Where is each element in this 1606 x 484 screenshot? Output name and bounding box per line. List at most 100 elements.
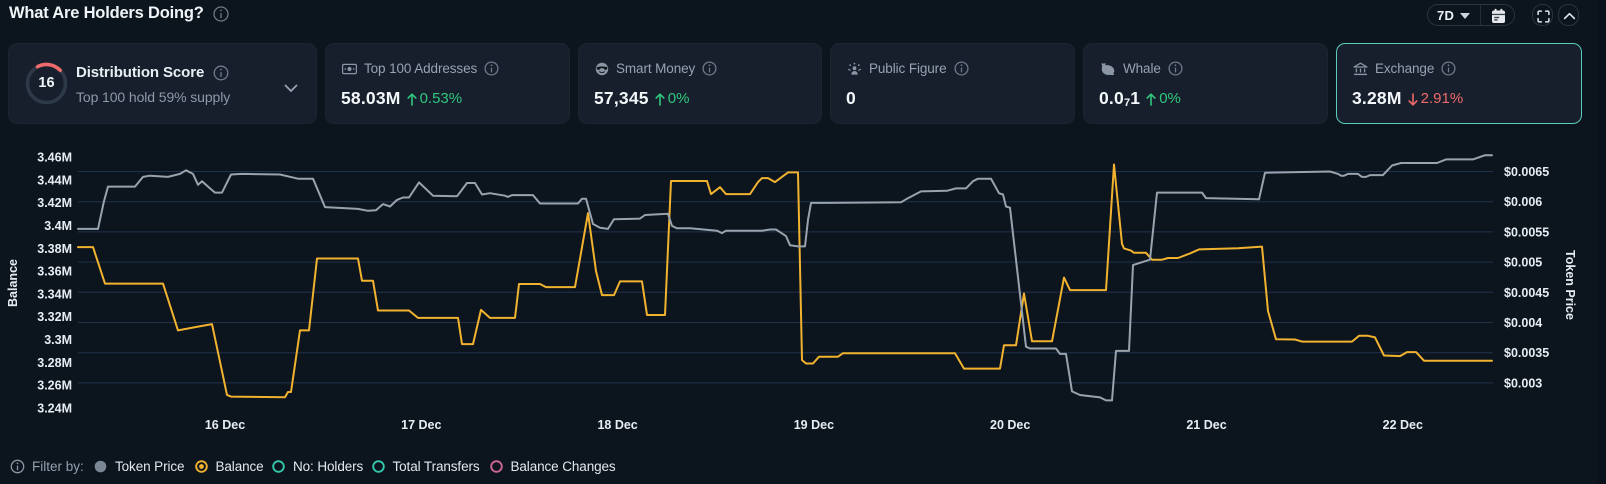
x-axis-tick-label: 16 Dec xyxy=(205,418,245,432)
arrow-up-icon xyxy=(655,92,665,106)
legend-marker xyxy=(94,460,107,473)
x-axis-tick-label: 18 Dec xyxy=(597,418,637,432)
banknote-icon xyxy=(342,63,357,75)
stat-change: 0% xyxy=(1146,90,1181,107)
bank-icon xyxy=(1353,62,1368,76)
series-balance xyxy=(77,163,1493,399)
right-axis-tick-label: $0.0065 xyxy=(1504,165,1549,179)
stat-change: 0% xyxy=(655,90,689,107)
x-axis-tick-label: 17 Dec xyxy=(401,418,441,432)
title-info-icon[interactable] xyxy=(212,5,229,22)
left-axis-tick-label: 3.3M xyxy=(44,333,72,347)
info-icon[interactable] xyxy=(1441,61,1456,76)
left-axis-tick-label: 3.42M xyxy=(37,196,72,210)
range-control: 7D xyxy=(1427,4,1515,26)
distribution-score-title: Distribution Score xyxy=(76,64,205,81)
public-figure-icon xyxy=(847,62,862,76)
legend-label: Balance xyxy=(215,458,264,474)
panel-edge xyxy=(1598,0,1606,484)
left-axis-tick-label: 3.4M xyxy=(44,219,72,233)
distribution-score-value: 16 xyxy=(38,75,55,91)
x-axis-tick-label: 20 Dec xyxy=(990,418,1030,432)
legend-marker xyxy=(194,459,208,473)
right-axis-title: Token Price xyxy=(1563,250,1577,320)
card-whale[interactable]: Whale 0.071 0% xyxy=(1083,43,1328,124)
left-axis-tick-label: 3.24M xyxy=(37,402,72,416)
left-axis-tick-label: 3.28M xyxy=(37,356,72,370)
legend-label: Token Price xyxy=(115,458,185,474)
legend-item-no-holders[interactable]: No: Holders xyxy=(272,455,363,477)
card-distribution-score[interactable]: 16 Distribution Score Top 100 hold 59% s… xyxy=(8,43,317,124)
legend-item-balance-changes[interactable]: Balance Changes xyxy=(489,455,616,477)
left-axis-tick-label: 3.32M xyxy=(37,310,72,324)
legend-marker xyxy=(489,459,503,473)
info-icon[interactable] xyxy=(484,61,499,76)
stat-change: 2.91% xyxy=(1408,90,1463,107)
legend-item-balance[interactable]: Balance xyxy=(194,455,264,477)
info-icon[interactable] xyxy=(953,61,969,76)
fullscreen-button[interactable] xyxy=(1532,4,1553,26)
right-axis-tick-label: $0.0045 xyxy=(1504,286,1549,300)
arrow-down-icon xyxy=(1408,92,1418,106)
page-title: What Are Holders Doing? xyxy=(9,4,204,22)
legend-marker xyxy=(371,459,385,473)
stat-label: Public Figure xyxy=(869,61,947,76)
left-axis-tick-label: 3.38M xyxy=(37,242,72,256)
legend-label: Balance Changes xyxy=(510,458,616,474)
info-icon[interactable] xyxy=(1168,61,1183,76)
card-smart-money[interactable]: Smart Money 57,345 0% xyxy=(578,43,822,124)
arrow-up-icon xyxy=(1146,92,1156,106)
right-axis-tick-label: $0.0055 xyxy=(1504,225,1549,239)
series-token-price xyxy=(77,154,1493,402)
chevron-down-icon[interactable] xyxy=(284,80,298,98)
left-axis-tick-label: 3.36M xyxy=(37,265,72,279)
x-axis-tick-label: 21 Dec xyxy=(1186,418,1226,432)
smart-money-face-icon xyxy=(595,62,609,76)
whale-icon xyxy=(1100,62,1116,76)
distribution-score-gauge xyxy=(25,62,68,105)
left-axis-tick-label: 3.44M xyxy=(37,173,72,187)
stat-label: Whale xyxy=(1123,61,1161,76)
calendar-button[interactable] xyxy=(1491,8,1506,24)
stat-value: 58.03M xyxy=(341,88,401,108)
fullscreen-icon xyxy=(1536,9,1550,23)
filter-info-icon xyxy=(10,455,25,477)
x-axis-tick-label: 19 Dec xyxy=(794,418,834,432)
left-axis-tick-label: 3.34M xyxy=(37,287,72,301)
legend-label: No: Holders xyxy=(293,458,364,474)
right-axis-tick-label: $0.003 xyxy=(1504,376,1542,390)
left-axis-tick-label: 3.46M xyxy=(37,151,72,165)
legend-item-token-price[interactable]: Token Price xyxy=(94,455,185,477)
legend-label: Total Transfers xyxy=(392,458,480,474)
stat-value: 0 xyxy=(846,88,856,108)
right-axis-tick-label: $0.0035 xyxy=(1504,346,1549,360)
range-dropdown[interactable]: 7D xyxy=(1437,8,1455,23)
distribution-score-info-icon[interactable] xyxy=(213,65,229,81)
chevron-down-icon xyxy=(1460,13,1470,19)
info-icon[interactable] xyxy=(702,61,717,76)
arrow-up-icon xyxy=(406,92,417,106)
chevron-up-icon xyxy=(1563,12,1575,19)
distribution-score-subtitle: Top 100 hold 59% supply xyxy=(76,89,231,105)
filter-by-label: Filter by: xyxy=(32,458,84,474)
collapse-button[interactable] xyxy=(1558,4,1579,26)
card-public-figure[interactable]: Public Figure 0 xyxy=(830,43,1075,124)
legend-item-total-transfers[interactable]: Total Transfers xyxy=(371,455,480,477)
divider xyxy=(1480,5,1481,25)
legend-marker xyxy=(272,459,285,473)
card-exchange[interactable]: Exchange 3.28M 2.91% xyxy=(1336,43,1582,124)
x-axis-tick-label: 22 Dec xyxy=(1383,418,1423,432)
right-axis-tick-label: $0.004 xyxy=(1504,316,1542,330)
header: What Are Holders Doing? xyxy=(9,4,229,23)
stat-label: Top 100 Addresses xyxy=(364,61,478,76)
stat-change: 0.53% xyxy=(406,90,462,107)
stat-value: 3.28M xyxy=(1352,88,1402,108)
card-top-100-addresses[interactable]: Top 100 Addresses 58.03M 0.53% xyxy=(325,43,570,124)
right-axis-tick-label: $0.006 xyxy=(1504,195,1542,209)
left-axis-title: Balance xyxy=(6,259,20,307)
stat-value: 57,345 xyxy=(594,88,649,108)
left-axis-tick-label: 3.26M xyxy=(37,379,72,393)
right-axis-tick-label: $0.005 xyxy=(1504,256,1542,270)
